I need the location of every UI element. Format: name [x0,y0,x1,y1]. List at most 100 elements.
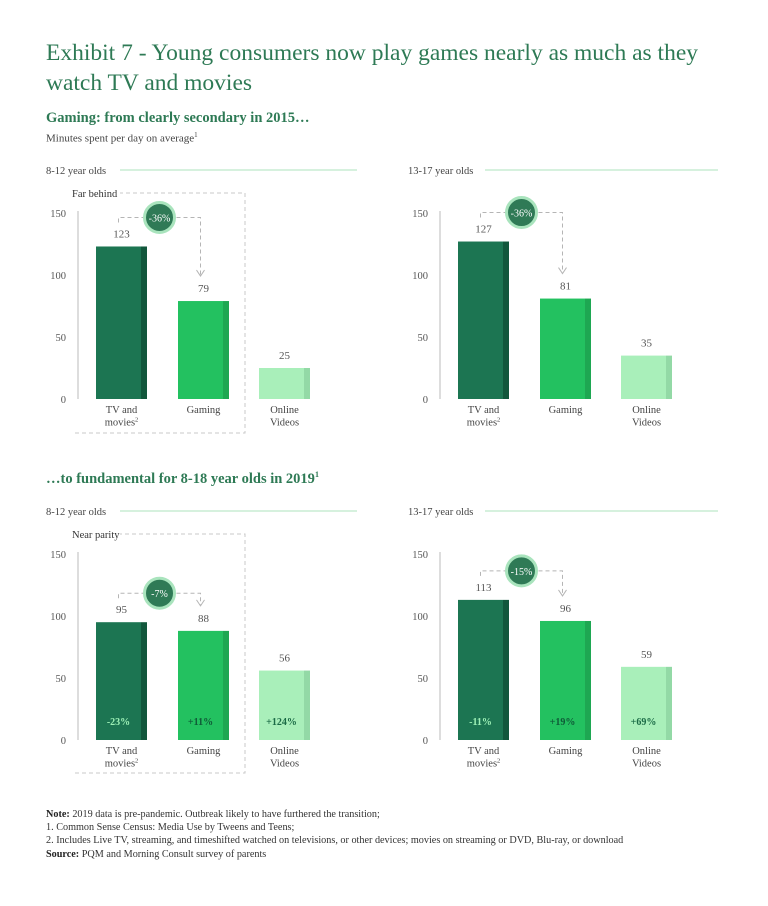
bar [621,666,666,740]
category-label: Online [270,405,299,416]
footnotes: Note: 2019 data is pre-pandemic. Outbrea… [46,808,736,861]
bracket-annotation: Far behind [72,189,118,200]
category-label: Videos [270,418,299,429]
source-text: PQM and Morning Consult survey of parent… [79,848,267,860]
section-2015-title: Gaming: from clearly secondary in 2015… [46,110,310,127]
section-2015-title-text: Gaming: from clearly secondary in 2015… [46,110,310,126]
gap-badge [505,554,538,588]
gap-badge [143,200,176,234]
section-2019-title: …to fundamental for 8-18 year olds in 20… [46,470,319,488]
gap-badge-label: -15% [511,567,533,578]
gap-badge [505,196,538,230]
value-label: 127 [475,224,492,236]
bar [540,620,585,740]
category-label: Gaming [187,746,222,757]
bar-side [141,246,147,399]
highlight-bracket [75,192,246,434]
bar-side [585,298,591,399]
category-label: TV and [106,746,138,757]
bar [96,246,141,399]
bar-side [223,301,229,399]
bar-side [304,368,310,399]
bar [259,670,304,740]
category-label: TV and [106,405,138,416]
source-line: Source: PQM and Morning Consult survey o… [46,848,736,861]
bar-side [141,622,147,740]
bar-side [585,620,591,740]
category-label: Online [270,746,299,757]
gap-badge-label: -7% [151,589,168,600]
value-label: 123 [113,228,130,240]
category-label: movies2 [467,758,501,770]
bar [458,241,503,399]
category-footnote-mark: 2 [135,758,138,765]
footnote-2: 2. Includes Live TV, streaming, and time… [46,835,624,847]
bar [178,630,223,740]
bracket-annotation: Near parity [72,530,120,541]
y-tick-label: 150 [412,550,428,561]
y-tick-label: 150 [412,209,428,220]
bar-side [223,630,229,740]
note-text: 2019 data is pre-pandemic. Outbreak like… [69,809,380,820]
category-label: TV and [468,746,500,757]
category-label: TV and [468,405,500,416]
chart-subtitle-text: Minutes spent per day on average [46,132,195,145]
bar [259,368,304,399]
bar [621,355,666,399]
bar [540,298,585,399]
highlight-bracket [75,533,246,774]
category-label: Online [632,405,661,416]
category-label: Online [632,746,661,757]
change-label: +124% [266,717,297,728]
value-label: 59 [641,649,653,661]
gap-badge-label: -36% [511,209,533,220]
category-label: Gaming [187,405,222,416]
gap-arrowhead [196,599,205,607]
y-tick-label: 0 [423,736,428,747]
gap-badge-label: -36% [149,213,171,224]
category-label: Videos [632,759,661,770]
section-2019-title-footnote: 1 [314,470,319,479]
y-tick-label: 150 [50,550,66,561]
section-2019-title-text: …to fundamental for 8-18 year olds in 20… [46,470,315,487]
category-label: Gaming [549,405,584,416]
change-label: +69% [631,717,657,728]
value-label: 88 [198,613,210,625]
category-label: Videos [632,418,661,429]
y-tick-label: 0 [61,395,66,406]
bar [96,622,141,740]
value-label: 96 [560,603,572,615]
bar-side [666,666,672,740]
category-label: Videos [270,759,299,770]
age-group-label: 13-17 year olds [408,166,473,177]
bar [178,301,223,399]
age-group-label: 8-12 year olds [46,507,106,518]
change-label: +19% [550,717,576,728]
age-group-label: 13-17 year olds [408,507,473,518]
y-tick-label: 50 [56,674,67,685]
change-label: +11% [188,717,213,728]
gap-arrowhead [558,267,567,275]
y-tick-label: 50 [56,333,67,344]
bar-side [503,599,509,740]
bar-side [304,670,310,740]
category-footnote-mark: 2 [135,417,138,424]
gap-badge [143,576,176,610]
category-label: movies2 [467,417,501,429]
category-footnote-mark: 2 [497,758,500,765]
y-tick-label: 100 [50,271,66,282]
exhibit-title: Exhibit 7 - Young consumers now play gam… [46,40,699,96]
value-label: 81 [560,281,571,293]
y-tick-label: 0 [423,395,428,406]
age-group-label: 8-12 year olds [46,166,106,177]
change-label: -23% [107,717,130,728]
category-label: Gaming [549,746,584,757]
value-label: 95 [116,604,128,616]
value-label: 35 [641,338,653,350]
value-label: 113 [475,582,492,594]
value-label: 79 [198,283,210,295]
chart-subtitle: Minutes spent per day on average1 [46,131,198,145]
y-tick-label: 100 [50,612,66,623]
value-label: 56 [279,653,291,665]
